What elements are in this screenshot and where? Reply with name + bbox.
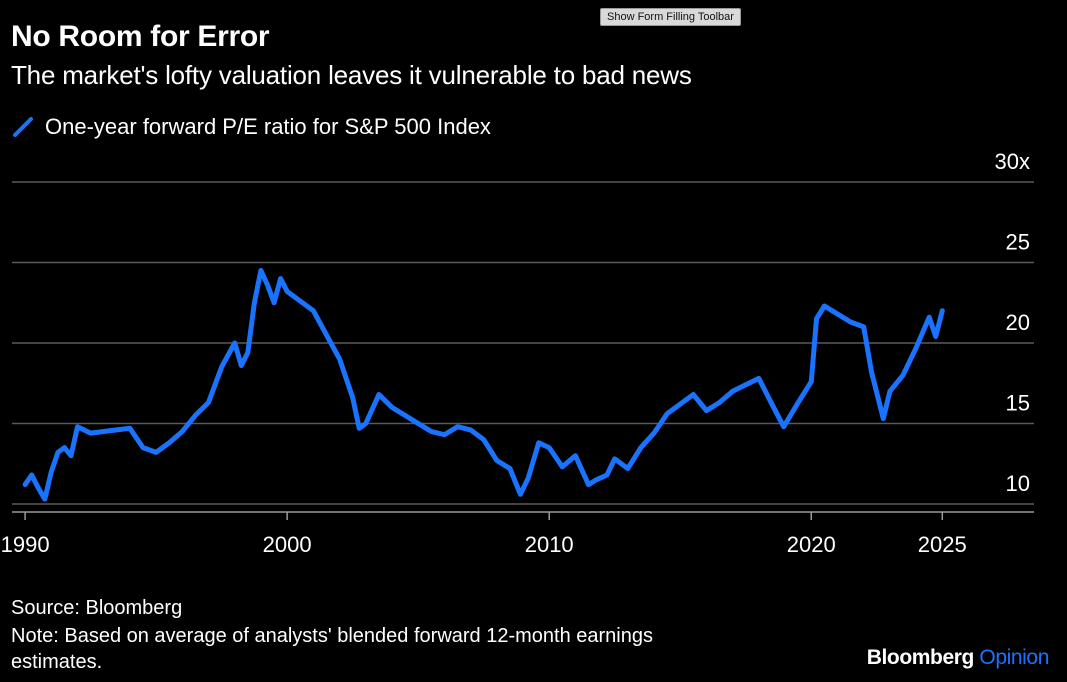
form-filling-toolbar-button[interactable]: Show Form Filling Toolbar xyxy=(600,8,741,26)
legend-label: One-year forward P/E ratio for S&P 500 I… xyxy=(45,114,491,139)
y-axis-ticks: 10 15 20 25 30x xyxy=(995,149,1030,496)
brand-primary: Bloomberg xyxy=(866,646,975,669)
series-line-0 xyxy=(22,268,945,502)
methodology-note: Note: Based on average of analysts' blen… xyxy=(11,625,653,673)
series-layer xyxy=(22,268,945,502)
y-tick-label-15: 15 xyxy=(1006,390,1030,415)
source-note: Source: Bloomberg xyxy=(11,597,183,619)
chart-legend: One-year forward P/E ratio for S&P 500 I… xyxy=(11,114,491,140)
chart-title: No Room for Error xyxy=(11,20,270,53)
chart-subtitle: The market's lofty valuation leaves it v… xyxy=(11,60,692,90)
x-tick-label-1990: 1990 xyxy=(1,532,50,557)
x-tick-label-2025: 2025 xyxy=(918,532,967,557)
x-tick-label-2020: 2020 xyxy=(787,532,836,557)
x-tick-label-2000: 2000 xyxy=(263,532,312,557)
legend-line-icon xyxy=(13,117,33,137)
y-tick-label-10: 10 xyxy=(1006,471,1030,496)
y-tick-label-25: 25 xyxy=(1006,229,1030,254)
y-tick-label-20: 20 xyxy=(1006,310,1030,335)
y-tick-label-30: 30x xyxy=(995,149,1030,174)
x-tick-label-2010: 2010 xyxy=(525,532,574,557)
bloomberg-opinion-logo: Bloomberg Opinion xyxy=(866,646,1050,670)
gridlines xyxy=(12,181,1034,513)
brand-secondary: Opinion xyxy=(979,646,1049,669)
x-axis-ticks: 1990 2000 2010 2020 2025 xyxy=(1,512,967,557)
